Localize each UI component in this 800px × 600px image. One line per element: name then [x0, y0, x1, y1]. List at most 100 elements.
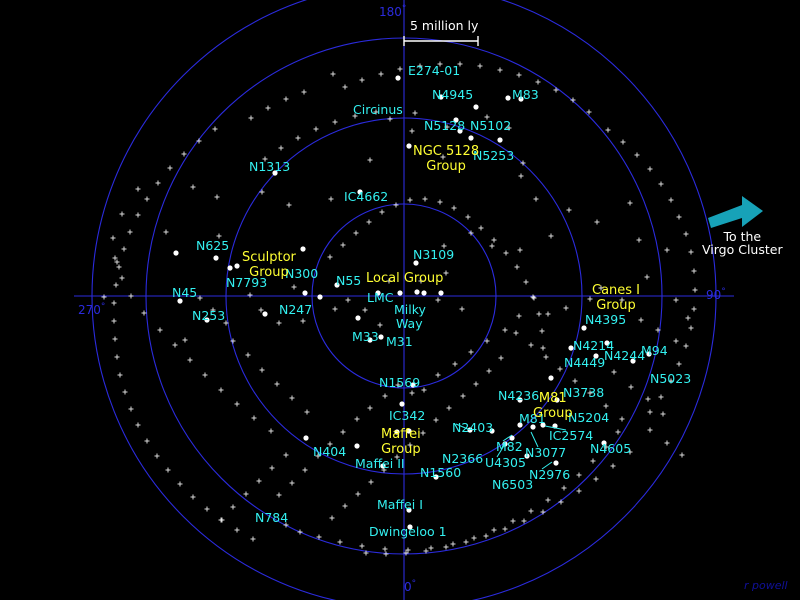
galaxy-label: N5023: [650, 371, 692, 386]
star-plus-marker: [352, 113, 358, 119]
star-plus-marker: [658, 394, 664, 400]
star-field: [101, 61, 698, 557]
star-plus-marker: [450, 541, 456, 547]
star-plus-marker: [190, 494, 196, 500]
star-plus-marker: [619, 416, 625, 422]
galaxy-label: N625: [196, 238, 230, 253]
star-plus-marker: [528, 342, 534, 348]
galaxy-label: IC2574: [549, 428, 594, 443]
galaxy-label: M33: [352, 329, 379, 344]
galaxy-dot: [334, 282, 340, 288]
star-plus-marker: [167, 165, 173, 171]
star-plus-marker: [520, 160, 526, 166]
star-plus-marker: [111, 300, 117, 306]
star-plus-marker: [655, 327, 661, 333]
star-plus-marker: [135, 212, 141, 218]
star-plus-marker: [212, 126, 218, 132]
star-plus-marker: [540, 509, 546, 515]
galaxy-label: U4305: [485, 455, 526, 470]
galaxy-label: N3077: [525, 445, 567, 460]
galaxy-dot: [509, 435, 515, 441]
star-plus-marker: [563, 305, 569, 311]
star-plus-marker: [473, 381, 479, 387]
galaxy-dot: [355, 315, 361, 321]
star-plus-marker: [330, 71, 336, 77]
galaxy-dot: [553, 460, 559, 466]
star-plus-marker: [514, 264, 520, 270]
bearing-90: 90°: [706, 287, 726, 302]
star-plus-marker: [218, 387, 224, 393]
star-plus-marker: [603, 403, 609, 409]
star-plus-marker: [553, 87, 559, 93]
star-plus-marker: [536, 311, 542, 317]
star-plus-marker: [291, 284, 297, 290]
star-plus-marker: [366, 219, 372, 225]
galaxy-dot: [457, 128, 463, 134]
galaxy-dot: [505, 95, 511, 101]
label-leader-line: [496, 443, 506, 458]
group-sculptor: Sculptor Group: [242, 250, 296, 280]
star-plus-marker: [119, 275, 125, 281]
star-plus-marker: [460, 393, 466, 399]
star-plus-marker: [463, 539, 469, 545]
galaxy-label: Maffei I: [377, 497, 423, 512]
star-plus-marker: [379, 209, 385, 215]
star-plus-marker: [417, 63, 423, 69]
star-plus-marker: [342, 84, 348, 90]
star-plus-marker: [530, 294, 536, 300]
star-plus-marker: [172, 342, 178, 348]
star-plus-marker: [367, 405, 373, 411]
galaxy-dot: [540, 422, 546, 428]
star-plus-marker: [598, 285, 604, 291]
star-plus-marker: [363, 550, 369, 556]
star-plus-marker: [378, 71, 384, 77]
star-plus-marker: [420, 430, 426, 436]
galaxy-label: M82: [496, 439, 523, 454]
star-plus-marker: [114, 354, 120, 360]
galaxy-label: N7793: [226, 275, 268, 290]
star-plus-marker: [668, 197, 674, 203]
star-plus-marker: [202, 372, 208, 378]
star-plus-marker: [265, 105, 271, 111]
star-plus-marker: [558, 499, 564, 505]
star-plus-marker: [119, 211, 125, 217]
galaxy-dot: [530, 424, 536, 430]
star-plus-marker: [112, 255, 118, 261]
galaxy-label: Circinus: [353, 102, 403, 117]
star-plus-marker: [523, 279, 529, 285]
star-plus-marker: [516, 313, 522, 319]
label-leader-line: [530, 431, 539, 448]
galaxy-dot: [581, 325, 587, 331]
star-plus-marker: [315, 453, 321, 459]
degree-symbol: °: [721, 287, 726, 297]
star-plus-marker: [489, 243, 495, 249]
group-label-line: M81: [538, 391, 567, 406]
star-plus-marker: [570, 97, 576, 103]
star-plus-marker: [636, 237, 642, 243]
star-plus-marker: [691, 306, 697, 312]
group-m81: M81 Group: [533, 391, 573, 421]
star-plus-marker: [498, 355, 504, 361]
group-label-line: NGC 5128: [413, 144, 480, 159]
star-plus-marker: [531, 295, 537, 301]
star-plus-marker: [243, 491, 249, 497]
star-plus-marker: [688, 325, 694, 331]
galaxy-label: M83: [512, 87, 539, 102]
galaxy-dot: [177, 298, 183, 304]
star-plus-marker: [345, 297, 351, 303]
star-plus-marker: [535, 79, 541, 85]
star-plus-marker: [647, 166, 653, 172]
star-plus-marker: [516, 72, 522, 78]
star-plus-marker: [223, 320, 229, 326]
star-plus-marker: [603, 444, 609, 450]
galaxy-label: Way: [396, 316, 423, 331]
galaxy-label: N784: [255, 510, 289, 525]
star-plus-marker: [354, 416, 360, 422]
axis-label-value: 180: [379, 5, 402, 19]
galaxy-dot: [303, 435, 309, 441]
star-plus-marker: [692, 287, 698, 293]
star-plus-marker: [286, 202, 292, 208]
star-plus-marker: [664, 247, 670, 253]
galaxy-dot: [630, 358, 636, 364]
star-plus-marker: [483, 533, 489, 539]
